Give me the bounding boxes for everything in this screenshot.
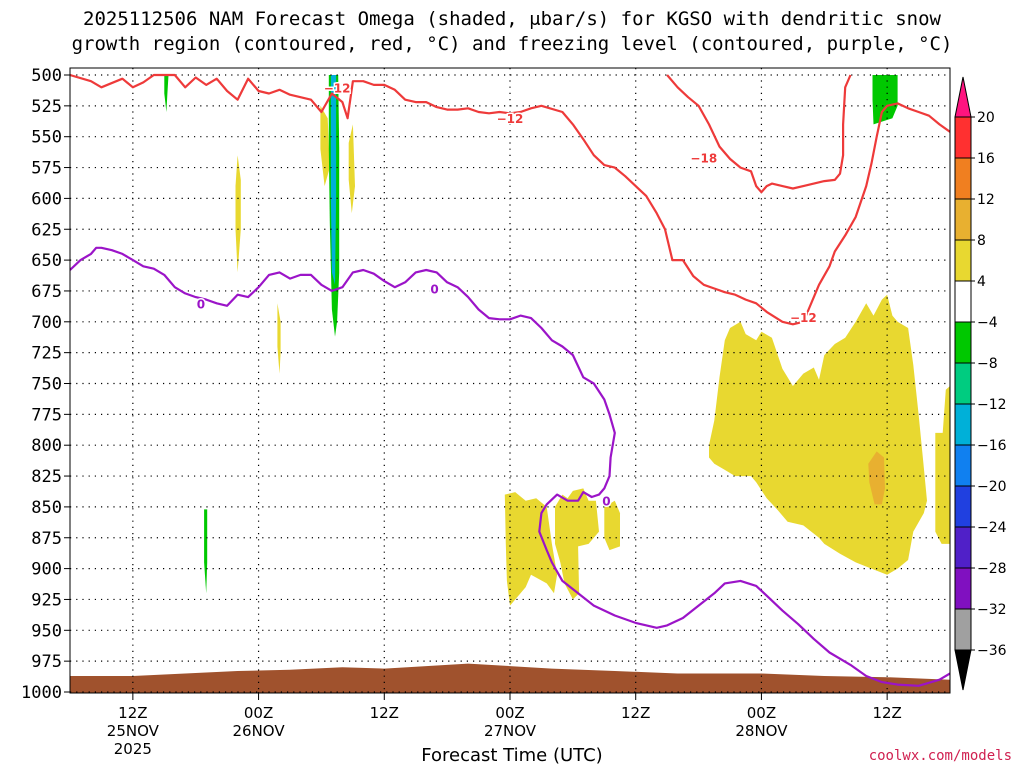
y-tick-label: 850 (31, 498, 62, 518)
y-tick-label: 950 (31, 621, 62, 641)
contour-label-layer: −12 −12 −18 −12 0 0 0 (195, 80, 818, 510)
x-tick-label: 12Z (370, 704, 399, 722)
colorbar-band (954, 198, 972, 241)
omega-region-minus8 (204, 509, 208, 594)
contour-label: −12 (790, 311, 817, 325)
colorbar-tick-label: −32 (977, 602, 1007, 618)
y-tick-label: 825 (31, 467, 62, 487)
colorbar-top-extension (954, 76, 972, 118)
contour-label: 0 (197, 297, 205, 311)
contour-label: −18 (690, 152, 717, 166)
colorbar-tick-label: −16 (977, 438, 1007, 454)
y-tick-label: 575 (31, 159, 62, 179)
contour-label: 0 (602, 495, 610, 509)
colorbar-band (954, 608, 972, 651)
dendritic-snow-minus12-east-contour (666, 74, 852, 194)
x-tick-date-label: 27NOV (484, 722, 537, 740)
omega-region-minus12 (330, 75, 337, 285)
y-tick-label: 875 (31, 529, 62, 549)
y-tick-label: 775 (31, 405, 62, 425)
y-tick-label: 700 (31, 313, 62, 333)
terrain-fill (70, 663, 950, 693)
colorbar-band (954, 280, 972, 323)
omega-region-4 (555, 488, 599, 600)
x-tick-date-label: 26NOV (233, 722, 286, 740)
x-tick-date-label: 28NOV (735, 722, 788, 740)
colorbar-band (954, 403, 972, 446)
y-tick-label: 725 (31, 344, 62, 364)
colorbar-band (954, 362, 972, 405)
omega-region-4 (935, 386, 950, 544)
y-tick-label: 675 (31, 282, 62, 302)
terrain-layer (70, 663, 950, 693)
y-axis: 500 525 550 575 600 625 650 675 700 725 750 775 800 8… (21, 66, 70, 703)
y-tick-label: 800 (31, 436, 62, 456)
x-tick-date-label: 25NOV (107, 722, 160, 740)
omega-region-12 (868, 451, 885, 505)
colorbar-band (954, 526, 972, 569)
colorbar-band (954, 157, 972, 200)
colorbar-tick-label: 20 (977, 110, 995, 126)
chart-title-line-1: 2025112506 NAM Forecast Omega (shaded, μ… (83, 8, 941, 30)
omega-colorbar: 20 16 12 8 4 −4 −8 −12 −16 −20 −24 −28 −32 −36 (954, 76, 1007, 691)
colorbar-tick-label: −24 (977, 520, 1007, 536)
y-tick-label: 975 (31, 652, 62, 672)
colorbar-band (954, 485, 972, 528)
x-tick-label: 12Z (621, 704, 650, 722)
colorbar-tick-label: 16 (977, 151, 995, 167)
freezing-level-zero-contour (70, 246, 950, 687)
colorbar-band (954, 239, 972, 282)
y-tick-label: 925 (31, 590, 62, 610)
y-tick-label: 500 (31, 66, 62, 86)
contour-label: −12 (324, 81, 351, 95)
colorbar-tick-label: 8 (977, 233, 986, 249)
y-tick-label: 900 (31, 560, 62, 580)
colorbar-band (954, 444, 972, 487)
y-tick-label: 650 (31, 251, 62, 271)
omega-region-4 (504, 492, 558, 606)
colorbar-bottom-extension (954, 649, 972, 691)
omega-shading-layer (164, 75, 950, 606)
chart-title-line-2: growth region (contoured, red, °C) and f… (71, 33, 953, 55)
colorbar-band (954, 116, 972, 159)
omega-region-4 (320, 105, 330, 187)
y-tick-label: 550 (31, 128, 62, 148)
colorbar-tick-label: −20 (977, 479, 1007, 495)
colorbar-tick-label: 4 (977, 274, 986, 290)
y-tick-label: 600 (31, 189, 62, 209)
omega-region-4 (235, 155, 241, 273)
colorbar-tick-label: −8 (977, 356, 998, 372)
credit-text: coolwx.com/models (868, 748, 1012, 764)
x-tick-label: 12Z (118, 704, 147, 722)
colorbar-tick-label: −12 (977, 397, 1007, 413)
omega-region-minus8 (872, 75, 898, 125)
y-tick-label: 1000 (21, 683, 62, 703)
x-tick-year-label: 2025 (114, 740, 152, 758)
omega-region-4 (277, 303, 281, 374)
x-tick-label: 00Z (495, 704, 524, 722)
dendritic-snow-minus12-contour (70, 73, 950, 326)
y-tick-label: 750 (31, 375, 62, 395)
colorbar-tick-label: −4 (977, 315, 998, 331)
x-tick-label: 00Z (747, 704, 776, 722)
x-axis-title: Forecast Time (UTC) (421, 745, 603, 766)
omega-region-4 (709, 294, 927, 575)
colorbar-tick-label: −36 (977, 643, 1007, 659)
colorbar-band (954, 567, 972, 610)
y-tick-label: 625 (31, 220, 62, 240)
contour-label: −12 (497, 112, 524, 126)
x-tick-label: 12Z (872, 704, 901, 722)
colorbar-band (954, 321, 972, 364)
contour-label: 0 (430, 282, 438, 296)
contour-layer (70, 73, 950, 687)
y-tick-label: 525 (31, 97, 62, 117)
omega-region-4 (348, 124, 355, 214)
omega-region-minus8 (164, 75, 169, 112)
x-tick-label: 00Z (244, 704, 273, 722)
colorbar-tick-label: −28 (977, 561, 1007, 577)
colorbar-tick-label: 12 (977, 192, 995, 208)
